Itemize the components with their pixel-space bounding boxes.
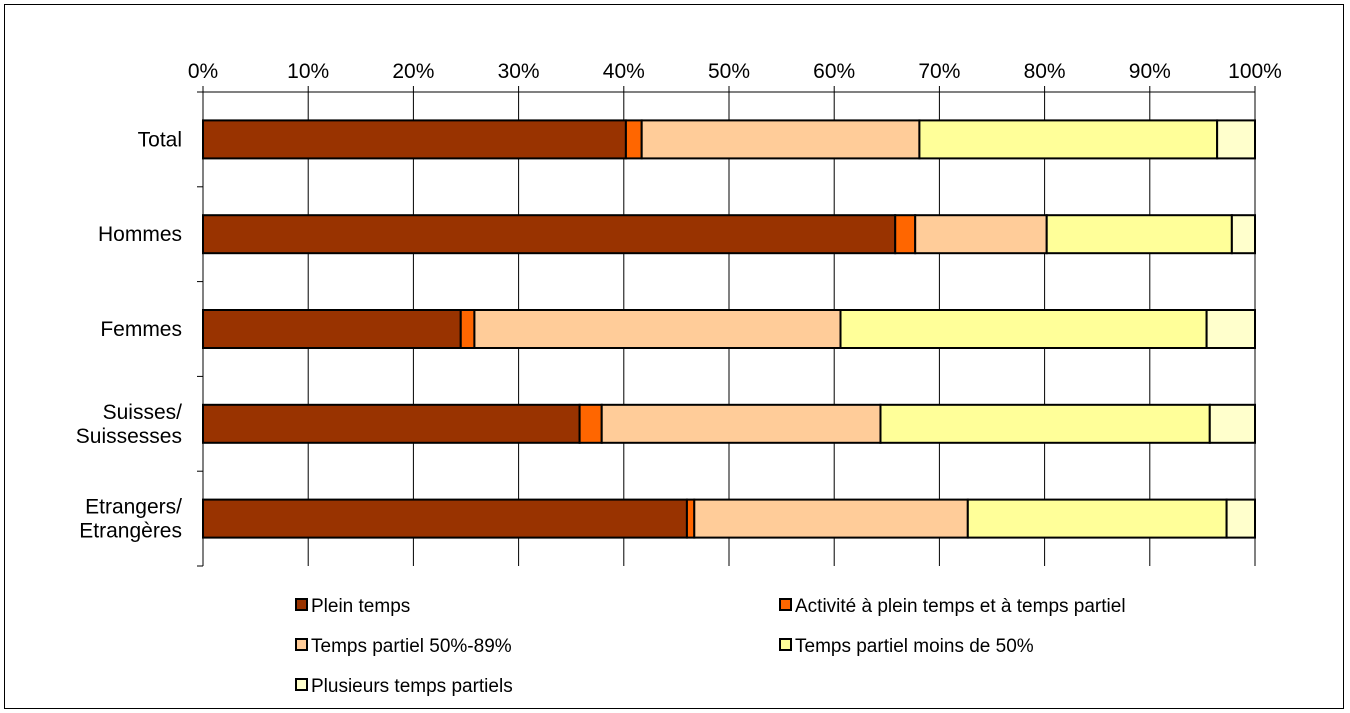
bar-segment: [914, 214, 1048, 255]
bar-segment: [202, 214, 897, 255]
legend-label: Temps partiel moins de 50%: [795, 636, 1034, 657]
y-category-label: Suissesses: [76, 425, 182, 448]
bar-segment: [1230, 214, 1256, 255]
bar-segment: [473, 309, 842, 349]
legend-swatch: [295, 638, 308, 651]
legend-label: Temps partiel 50%-89%: [311, 636, 512, 657]
y-category-label: Total: [138, 128, 182, 151]
y-category-label: Femmes: [100, 318, 182, 341]
bar-segment: [879, 403, 1211, 444]
bar-segment: [202, 498, 688, 539]
legend-swatch: [295, 678, 308, 691]
x-tick-label: 60%: [813, 60, 855, 83]
x-tick-label: 30%: [498, 60, 540, 83]
legend-swatch: [779, 598, 792, 611]
x-tick-label: 40%: [603, 60, 645, 83]
bar-segment: [1045, 214, 1233, 255]
bar-segment: [1208, 403, 1257, 444]
x-tick-label: 80%: [1024, 60, 1066, 83]
bar-segment: [685, 498, 696, 539]
x-tick-label: 0%: [188, 60, 218, 83]
bar-segment: [202, 309, 462, 349]
legend-label: Plein temps: [311, 596, 410, 617]
legend-swatch: [779, 638, 792, 651]
x-tick-label: 100%: [1228, 60, 1282, 83]
bar-segment: [918, 119, 1219, 160]
x-tick-label: 90%: [1129, 60, 1171, 83]
bar-segment: [1205, 309, 1257, 349]
bar-segment: [1225, 498, 1256, 539]
bar-segment: [578, 403, 603, 444]
bar-segment: [640, 119, 921, 160]
bar-segment: [1216, 119, 1257, 160]
x-tick-label: 10%: [287, 60, 329, 83]
bar-segment: [624, 119, 643, 160]
bar-segment: [966, 498, 1228, 539]
legend-swatch: [295, 598, 308, 611]
x-tick-label: 70%: [918, 60, 960, 83]
bar-segment: [459, 309, 476, 349]
bar-segment: [600, 403, 882, 444]
y-category-label: Suisses/: [103, 401, 183, 424]
legend-label: Plusieurs temps partiels: [311, 676, 513, 697]
bar-segment: [839, 309, 1208, 349]
bar-segment: [693, 498, 969, 539]
y-category-label: Hommes: [98, 223, 182, 246]
legend-label: Activité à plein temps et à temps partie…: [795, 596, 1126, 617]
y-category-label: Etrangères: [79, 520, 182, 543]
y-category-label: Etrangers/: [85, 496, 182, 519]
x-tick-label: 20%: [392, 60, 434, 83]
bar-segment: [894, 214, 917, 255]
bar-segment: [202, 403, 581, 444]
bar-segment: [202, 119, 627, 160]
x-tick-label: 50%: [708, 60, 750, 83]
